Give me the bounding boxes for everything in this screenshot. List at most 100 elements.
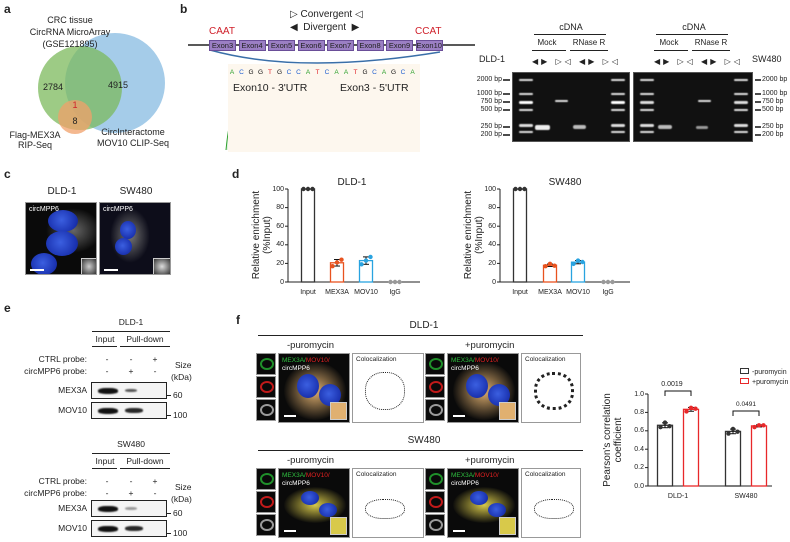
data-point [334, 260, 340, 265]
gel-header: cDNA [682, 22, 706, 32]
scale-bar [453, 415, 465, 417]
channel-thumbnail [256, 376, 276, 398]
y-tick-label: 80 [488, 204, 496, 212]
chromatogram-panel [228, 64, 420, 152]
legend-item: +puromycin [740, 378, 788, 386]
column-header: Pull-down [126, 456, 164, 466]
size-unit-label: (kDa) [171, 372, 192, 382]
colocalization-image: Colocalization [352, 353, 424, 423]
inset-zoom [81, 258, 96, 274]
gel-header: cDNA [559, 22, 583, 32]
y-tick-label: 0.4 [634, 445, 644, 453]
venn-circle-microarray [38, 46, 122, 130]
mex3a-label: MEX3A/ [282, 357, 306, 364]
blot-cell-line: DLD-1 [118, 317, 144, 327]
x-tick-label: SW480 [734, 493, 758, 500]
colocalization-label: Colocalization [356, 356, 397, 363]
merge-stain-label: MEX3A/MOV10/circMPP6 [451, 357, 499, 373]
y-tick-label: 20 [488, 259, 496, 267]
data-point [610, 279, 615, 285]
size-label: Size [175, 360, 192, 370]
colocalization-signal [365, 372, 405, 410]
y-tick-label: 0 [492, 278, 496, 286]
y-tick-label: 20 [276, 259, 284, 267]
base-call: A [381, 69, 387, 76]
channel-thumbnail [256, 468, 276, 490]
gel-marker-label: 750 bp [480, 98, 502, 105]
base-call: A [229, 69, 235, 76]
caat-label: CAAT [209, 26, 235, 37]
mex3a-label: MEX3A/ [451, 472, 475, 479]
legend-label: -puromycin [752, 369, 787, 376]
probe-row-label: circMPP6 probe: [24, 366, 87, 376]
y-axis-label: Pearson's correlation coefficient [602, 393, 624, 487]
gel-marker-label: 200 bp [762, 131, 784, 138]
size-label: Size [175, 482, 192, 492]
y-tick-label: 80 [276, 204, 284, 212]
gel-group-mock: Mock [659, 38, 679, 47]
mov10-label: MOV10/ [305, 472, 330, 479]
condition-label: -puromycin [287, 340, 334, 351]
merge-image: MEX3A/MOV10/circMPP6 [447, 353, 519, 423]
data-point [571, 261, 576, 267]
colocalization-image: Colocalization [521, 353, 581, 423]
bar [750, 425, 768, 487]
probe-condition: + [152, 354, 158, 364]
scale-bar [30, 269, 44, 271]
convergent-text: Convergent [300, 9, 353, 20]
colocalization-image: Colocalization [352, 468, 424, 538]
data-point [368, 254, 373, 260]
x-tick-label: MEX3A [325, 289, 349, 296]
column-header: Input [95, 334, 115, 344]
panel-label-f: f [236, 313, 240, 327]
x-tick-label: Input [300, 289, 316, 296]
exon-box: Exon7 [327, 40, 354, 51]
stain-label: circMPP6 [29, 206, 59, 213]
gel-marker-label: 500 bp [480, 106, 502, 113]
fish-image-sw480: circMPP6 [99, 202, 171, 275]
probe-row-label: CTRL probe: [38, 476, 87, 486]
inset-zoom [499, 517, 516, 535]
western-blot-mov10 [91, 402, 167, 419]
probe-condition: - [105, 354, 109, 364]
venn-count-set3: 8 [72, 116, 78, 126]
mov10-label: MOV10/ [474, 357, 499, 364]
base-call: C [296, 69, 301, 76]
x-tick-label: MEX3A [538, 289, 562, 296]
x-tick-label: Input [512, 289, 528, 296]
y-tick-label: 60 [276, 222, 284, 230]
base-call: T [268, 69, 272, 76]
condition-label: +puromycin [465, 340, 515, 351]
bar [300, 188, 316, 283]
merge-image: MEX3A/MOV10/circMPP6 [447, 468, 519, 538]
condition-label: +puromycin [465, 455, 515, 466]
circularization-arc [209, 49, 441, 64]
merge-stain-label: MEX3A/MOV10/circMPP6 [282, 357, 330, 373]
data-point [605, 279, 611, 285]
colocalization-signal [534, 499, 574, 519]
data-point [522, 186, 527, 192]
p-value: 0.0491 [736, 401, 756, 408]
cell-line-header: SW480 [407, 435, 441, 446]
base-call: A [305, 69, 311, 76]
divergent-text: Divergent [303, 22, 347, 33]
data-point [543, 263, 548, 269]
channel-thumbnail [425, 491, 445, 513]
probe-condition: - [153, 366, 157, 376]
base-call: C [324, 69, 330, 76]
scale-bar [453, 530, 465, 532]
probe-condition: - [153, 488, 157, 498]
data-point [392, 279, 398, 285]
data-point [730, 426, 736, 432]
gel-group-rnaser: RNase R [572, 38, 606, 47]
data-point [575, 258, 581, 263]
y-tick-label: 0.2 [634, 464, 644, 472]
channel-thumbnail [425, 399, 445, 421]
venn-set2-label: MOV10 CLIP-Seq [96, 138, 170, 148]
blot-cell-line: SW480 [117, 439, 145, 449]
base-call: C [400, 69, 406, 76]
probe-condition: + [128, 488, 134, 498]
data-point [397, 279, 402, 285]
venn-set1-label: CircRNA MicroArray [29, 27, 111, 37]
panel-label-b: b [180, 2, 188, 16]
